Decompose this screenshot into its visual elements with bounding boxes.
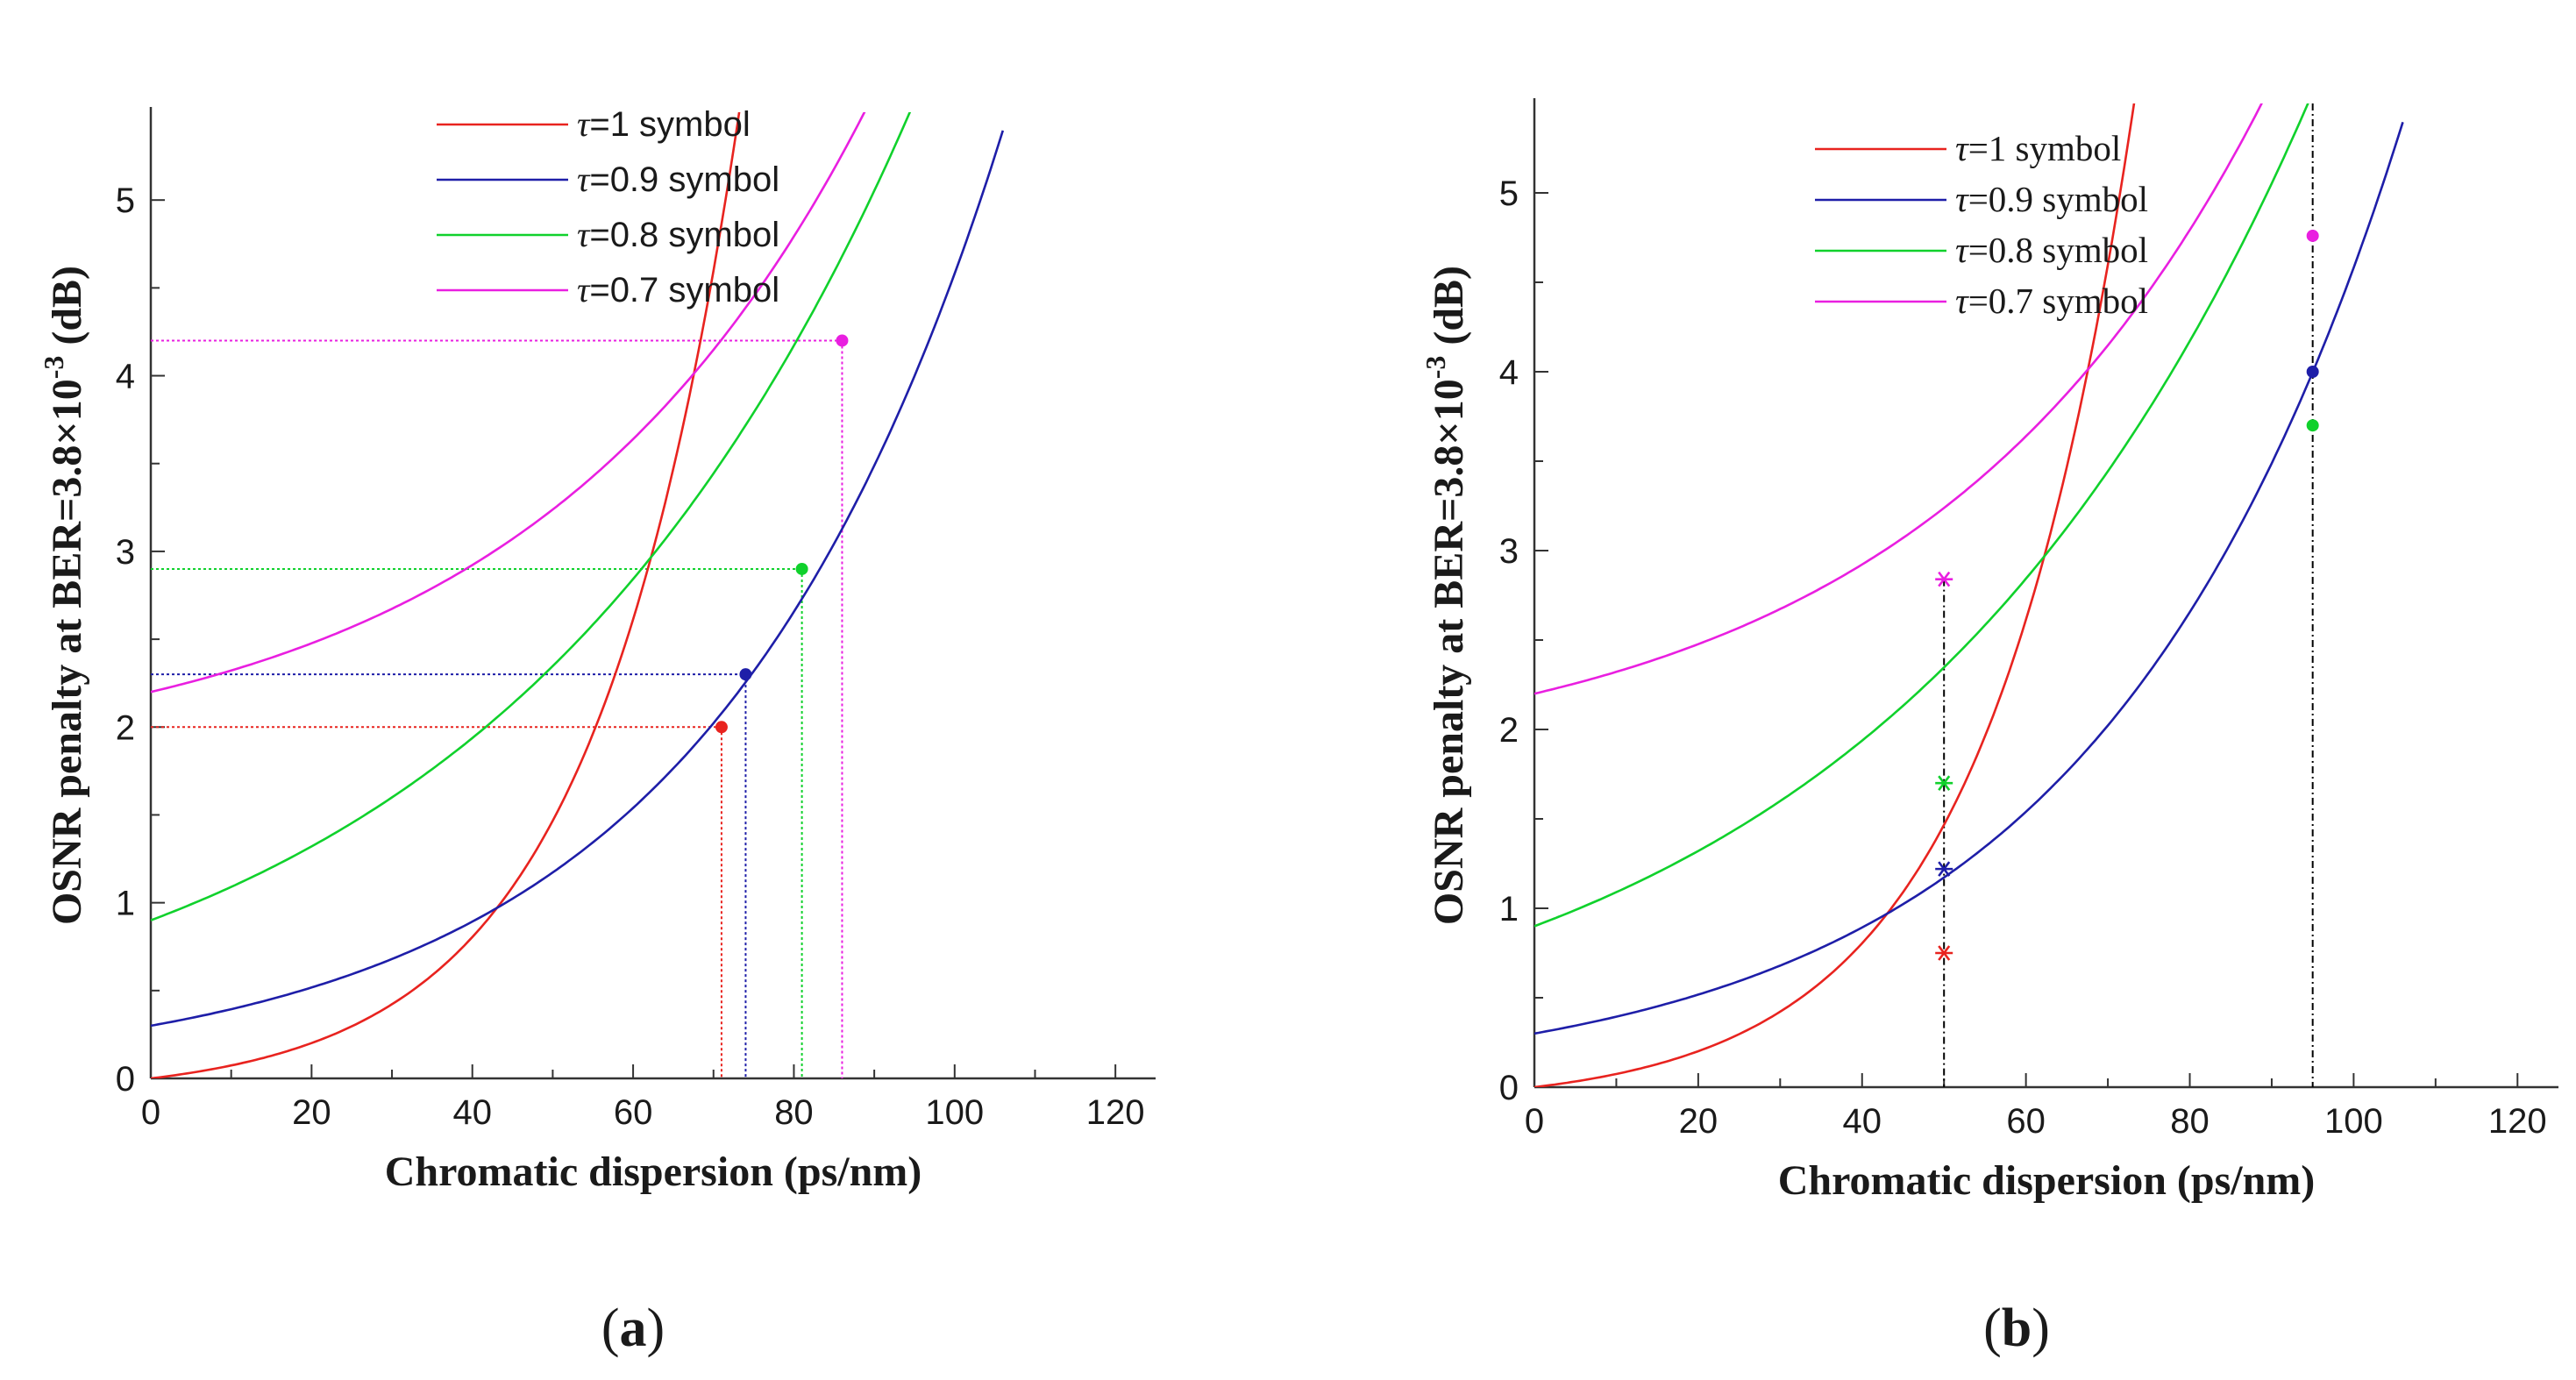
legend-label-1: τ=1 symbol: [1955, 128, 2121, 168]
legend: τ=1 symbol τ=0.9 symbol τ=0.8 symbol τ=0.7 …: [1815, 128, 2148, 321]
y-tick-label: 1: [1499, 890, 1519, 928]
legend-label-2: τ=0.9 symbol: [1955, 179, 2148, 219]
chart-b: 0 20 40 60 80 100 120 0 1 2 3 4 5 Chromatic dispersio…: [1420, 98, 2558, 1204]
y-tick-label: 3: [116, 533, 135, 572]
panel-label-a: (a): [601, 1298, 665, 1358]
series-line-4: [151, 112, 866, 694]
x-tick-label: 80: [774, 1093, 814, 1132]
data-point-marker: [2306, 229, 2319, 242]
star-marker: [1935, 775, 1953, 791]
x-tick-label: 20: [292, 1093, 331, 1132]
x-tick-label: 60: [614, 1093, 653, 1132]
y-tick-label: 5: [1499, 174, 1519, 213]
data-point-marker: [795, 562, 808, 575]
data-point-marker: [715, 721, 728, 734]
data-point-marker: [739, 668, 752, 681]
legend-label-1: τ=1 symbol: [577, 104, 751, 144]
x-tick-label: 120: [1086, 1093, 1145, 1132]
series-line-3: [151, 112, 912, 921]
series-line-4: [1534, 103, 2263, 695]
curves: [1534, 103, 2404, 1087]
x-axis-label: Chromatic dispersion (ps/nm): [385, 1149, 922, 1195]
y-tick-label: 0: [1499, 1069, 1519, 1107]
data-point-marker: [2306, 366, 2319, 378]
x-tick-label: 0: [1525, 1102, 1544, 1141]
x-tick-label: 100: [2324, 1102, 2383, 1141]
series-line-2: [1534, 121, 2404, 1035]
panel-label-b: (b): [1983, 1298, 2050, 1358]
y-tick-label: 2: [1499, 711, 1519, 750]
data-point-marker: [2306, 419, 2319, 432]
y-tick-label: 5: [116, 181, 135, 220]
y-tick-label: 4: [1499, 353, 1519, 392]
star-marker: [1935, 571, 1953, 587]
y-tick-label: 3: [1499, 532, 1519, 571]
chart-a: 0 20 40 60 80 100 120 0 1 2 3 4 5 Chromatic dispersio…: [38, 104, 1156, 1195]
y-tick-label: 2: [116, 708, 135, 747]
y-axis-label: OSNR penalty at BER=3.8×10-3 (dB): [38, 266, 90, 925]
series-line-1: [1534, 103, 2136, 1087]
x-tick-label: 40: [452, 1093, 492, 1132]
curves: [151, 112, 1005, 1078]
x-tick-label: 60: [2006, 1102, 2046, 1141]
x-tick-label: 100: [925, 1093, 984, 1132]
series-line-2: [151, 130, 1005, 1028]
legend-label-4: τ=0.7 symbol: [1955, 281, 2148, 321]
y-tick-label: 1: [116, 885, 135, 923]
y-tick-label: 4: [116, 358, 135, 396]
x-tick-label: 80: [2170, 1102, 2210, 1141]
star-marker: [1935, 861, 1953, 877]
y-axis-label: OSNR penalty at BER=3.8×10-3 (dB): [1420, 266, 1472, 925]
legend-label-2: τ=0.9 symbol: [577, 160, 779, 199]
x-tick-label: 40: [1843, 1102, 1882, 1141]
star-marker: [1935, 945, 1953, 961]
legend-label-4: τ=0.7 symbol: [577, 270, 779, 309]
legend-label-3: τ=0.8 symbol: [577, 215, 779, 254]
x-tick-label: 120: [2488, 1102, 2547, 1141]
series-line-1: [151, 112, 741, 1078]
x-tick-label: 0: [141, 1093, 160, 1132]
legend-label-3: τ=0.8 symbol: [1955, 230, 2148, 270]
series-line-3: [1534, 103, 2309, 928]
data-point-marker: [836, 334, 849, 347]
x-axis-label: Chromatic dispersion (ps/nm): [1778, 1157, 2316, 1204]
legend: τ=1 symbol τ=0.9 symbol τ=0.8 symbol τ=0.7 …: [437, 104, 779, 309]
x-tick-label: 20: [1679, 1102, 1719, 1141]
y-tick-label: 0: [116, 1060, 135, 1099]
